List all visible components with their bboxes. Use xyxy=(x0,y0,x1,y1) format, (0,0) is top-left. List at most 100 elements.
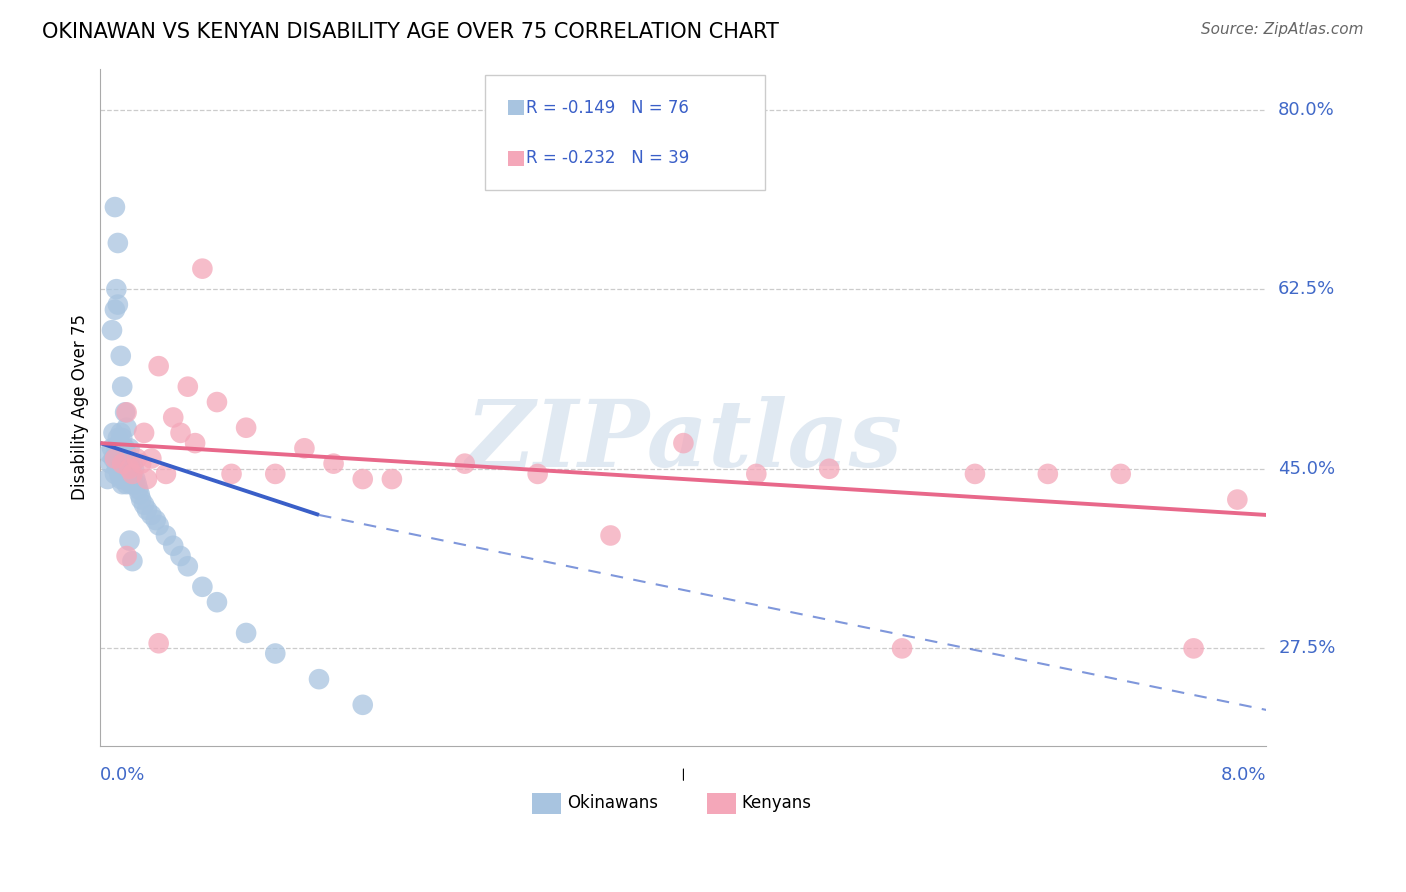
Point xyxy=(264,467,287,481)
Point xyxy=(235,421,257,435)
Point xyxy=(120,477,142,491)
Text: R = -0.149   N = 76: R = -0.149 N = 76 xyxy=(526,98,689,117)
Point xyxy=(104,451,127,466)
Point xyxy=(100,457,122,471)
Point xyxy=(98,446,121,460)
Point xyxy=(108,436,131,450)
Point xyxy=(112,457,135,471)
Text: Kenyans: Kenyans xyxy=(742,795,811,813)
Point xyxy=(221,467,243,481)
Point xyxy=(104,302,127,317)
Point xyxy=(121,457,143,471)
Text: OKINAWAN VS KENYAN DISABILITY AGE OVER 75 CORRELATION CHART: OKINAWAN VS KENYAN DISABILITY AGE OVER 7… xyxy=(42,22,779,42)
Point xyxy=(105,442,128,456)
Text: 45.0%: 45.0% xyxy=(1278,459,1336,478)
Point xyxy=(101,442,124,456)
Text: Source: ZipAtlas.com: Source: ZipAtlas.com xyxy=(1201,22,1364,37)
Point xyxy=(132,498,155,512)
Point xyxy=(169,549,191,563)
Text: 0.0%: 0.0% xyxy=(100,766,146,784)
Point xyxy=(191,580,214,594)
Text: R = -0.232   N = 39: R = -0.232 N = 39 xyxy=(526,149,690,167)
Point xyxy=(672,436,695,450)
Point xyxy=(125,477,148,491)
Text: 8.0%: 8.0% xyxy=(1220,766,1267,784)
Point xyxy=(141,508,163,522)
Point xyxy=(111,446,134,460)
Point xyxy=(145,513,167,527)
Point xyxy=(105,282,128,296)
Point xyxy=(1226,492,1249,507)
Point xyxy=(127,483,149,497)
Point xyxy=(114,472,136,486)
Point xyxy=(155,467,177,481)
Point xyxy=(103,451,125,466)
Bar xyxy=(509,100,524,115)
Bar xyxy=(509,151,524,166)
Point xyxy=(1182,641,1205,656)
Point xyxy=(111,462,134,476)
Point xyxy=(129,492,152,507)
Point xyxy=(118,442,141,456)
Point xyxy=(104,467,127,481)
Point xyxy=(818,462,841,476)
Point xyxy=(141,451,163,466)
Point xyxy=(110,457,132,471)
Point xyxy=(111,477,134,491)
Point xyxy=(114,405,136,419)
Point xyxy=(526,467,548,481)
Point xyxy=(121,472,143,486)
Point xyxy=(128,487,150,501)
Point xyxy=(118,472,141,486)
Point xyxy=(118,457,141,471)
Point xyxy=(264,647,287,661)
Point xyxy=(125,451,148,466)
Point xyxy=(110,442,132,456)
Point xyxy=(599,528,621,542)
Bar xyxy=(707,793,735,814)
Point xyxy=(115,462,138,476)
Point xyxy=(103,425,125,440)
Point xyxy=(114,442,136,456)
Point xyxy=(136,503,159,517)
Text: 62.5%: 62.5% xyxy=(1278,280,1336,298)
Point xyxy=(105,457,128,471)
Point xyxy=(205,595,228,609)
Point xyxy=(132,425,155,440)
Point xyxy=(294,442,316,456)
Point xyxy=(117,457,139,471)
Point xyxy=(745,467,768,481)
Point xyxy=(129,457,152,471)
Point xyxy=(184,436,207,450)
Point xyxy=(110,425,132,440)
Point xyxy=(112,442,135,456)
Point xyxy=(1109,467,1132,481)
Point xyxy=(97,472,120,486)
Y-axis label: Disability Age Over 75: Disability Age Over 75 xyxy=(72,314,89,500)
Point xyxy=(108,467,131,481)
Point xyxy=(124,472,146,486)
Point xyxy=(352,472,374,486)
Point xyxy=(107,462,129,476)
Point xyxy=(117,472,139,486)
Text: 80.0%: 80.0% xyxy=(1278,101,1334,119)
Point xyxy=(169,425,191,440)
Point xyxy=(122,462,145,476)
Point xyxy=(107,431,129,445)
Point xyxy=(112,472,135,486)
Point xyxy=(121,554,143,568)
Point xyxy=(122,477,145,491)
Point xyxy=(111,457,134,471)
Point xyxy=(963,467,986,481)
Point xyxy=(352,698,374,712)
Point xyxy=(107,235,129,250)
Point xyxy=(115,421,138,435)
Point xyxy=(104,451,127,466)
Point xyxy=(891,641,914,656)
Point xyxy=(107,446,129,460)
Point xyxy=(101,323,124,337)
Text: 27.5%: 27.5% xyxy=(1278,640,1336,657)
Point xyxy=(1036,467,1059,481)
Bar xyxy=(531,793,561,814)
Point xyxy=(148,359,170,373)
